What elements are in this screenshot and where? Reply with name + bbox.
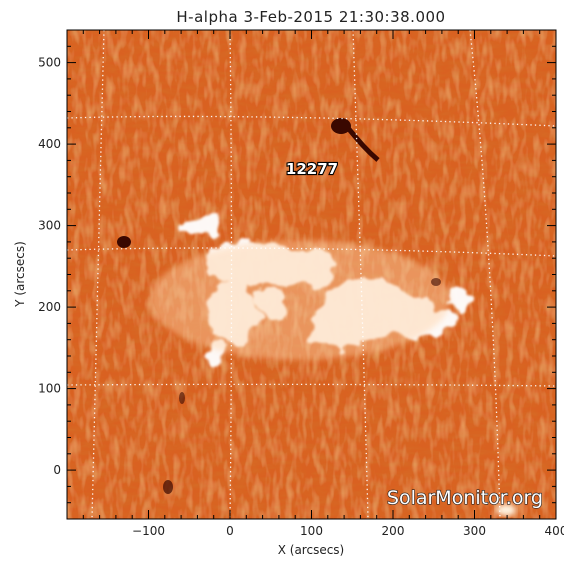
x-tick-label: 100 <box>300 524 323 538</box>
y-tick-label: 300 <box>38 219 61 233</box>
plot-title: H-alpha 3-Feb-2015 21:30:38.000 <box>176 8 445 26</box>
x-tick-label: −100 <box>132 524 165 538</box>
coordinate-grid <box>67 30 556 519</box>
y-tick-label: 100 <box>38 382 61 396</box>
y-axis-label: Y (arcsecs) <box>13 241 27 308</box>
h-alpha-image: 12277 SolarMonitor.org <box>67 30 556 519</box>
x-axis: −100 0 100 200 300 400 <box>66 30 564 538</box>
y-tick-label: 200 <box>38 300 61 314</box>
solarmonitor-watermark: SolarMonitor.org <box>387 487 543 509</box>
x-axis-label: X (arcsecs) <box>278 543 345 557</box>
y-tick-label: 0 <box>53 463 61 477</box>
y-tick-label: 400 <box>38 137 61 151</box>
x-tick-label: 400 <box>545 524 564 538</box>
x-tick-label: 300 <box>463 524 486 538</box>
y-tick-label: 500 <box>38 56 61 70</box>
x-tick-label: 200 <box>382 524 405 538</box>
plage-halo <box>150 240 450 360</box>
y-axis: 0 100 200 300 400 500 <box>38 29 556 504</box>
bright-point <box>496 504 516 516</box>
sunspot-group <box>117 118 441 494</box>
x-tick-label: 0 <box>226 524 234 538</box>
active-region-label: 12277 <box>286 160 338 178</box>
